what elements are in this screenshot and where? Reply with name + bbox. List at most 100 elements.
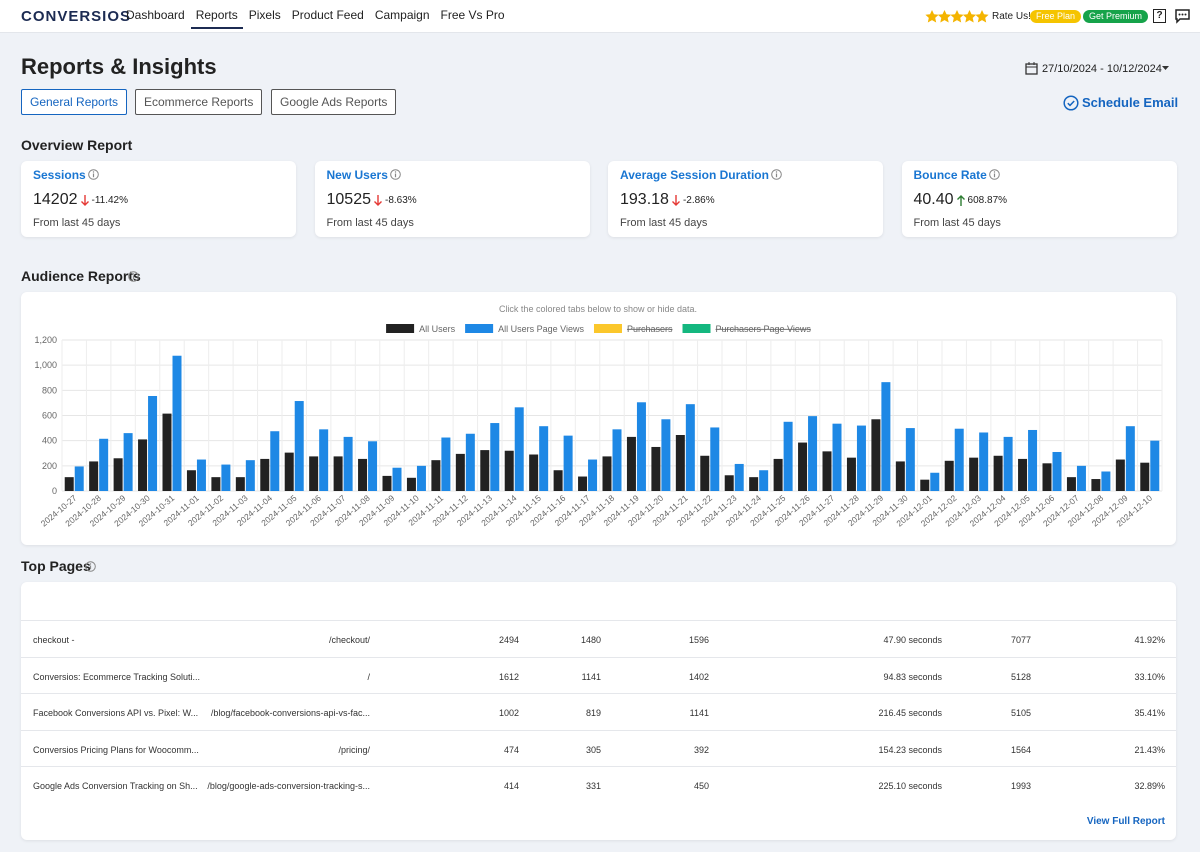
- nav-link[interactable]: Campaign: [374, 8, 430, 22]
- table-row: Conversios: Ecommerce Tracking Soluti...…: [21, 656, 1176, 694]
- bar: [993, 455, 1003, 491]
- calendar-icon: [1025, 62, 1038, 75]
- legend-label[interactable]: Purchasers: [627, 324, 673, 334]
- table-cell: 5105: [1010, 708, 1031, 718]
- bar: [759, 470, 769, 491]
- y-tick-label: 600: [42, 411, 57, 421]
- nav-link[interactable]: Reports: [190, 8, 243, 29]
- metric-value: 40.40: [913, 191, 954, 208]
- metric-note: From last 45 days: [326, 217, 414, 229]
- metric-row: 14202 -11.42%: [33, 191, 128, 209]
- table-cell: /blog/google-ads-conversion-tracking-s..…: [207, 781, 370, 791]
- bar: [186, 470, 196, 491]
- y-tick-label: 800: [42, 385, 57, 395]
- bar: [1140, 462, 1150, 491]
- bar: [1115, 459, 1125, 491]
- table-cell: Google Ads Conversion Tracking on Sh...: [33, 781, 198, 791]
- report-tab[interactable]: Google Ads Reports: [271, 89, 397, 115]
- arrow-shape: [671, 194, 680, 206]
- table-cell: 5128: [1010, 671, 1031, 682]
- bar: [578, 476, 588, 491]
- nav-link[interactable]: Dashboard: [126, 8, 185, 22]
- bar: [1101, 471, 1111, 491]
- bar: [113, 458, 123, 491]
- bar: [382, 475, 392, 491]
- view-full-report-link[interactable]: View Full Report: [1086, 816, 1165, 827]
- report-tab[interactable]: Ecommerce Reports: [135, 89, 263, 115]
- bar: [636, 402, 646, 491]
- bar: [905, 428, 915, 491]
- table-cell: 41.92%: [1134, 635, 1165, 645]
- legend-swatch: [593, 324, 622, 333]
- date-caret[interactable]: [1162, 66, 1169, 71]
- bar: [284, 452, 294, 491]
- table-cell: 225.10 seconds: [878, 781, 942, 791]
- info-circle: [771, 169, 782, 180]
- bar: [514, 407, 524, 491]
- legend-swatch: [682, 324, 711, 333]
- table-cell: 305: [585, 744, 601, 755]
- table-cell: 331: [585, 781, 601, 791]
- bar: [392, 467, 402, 491]
- bar: [832, 423, 842, 491]
- bar: [710, 427, 720, 491]
- info-icon: [771, 169, 782, 180]
- bar: [416, 465, 426, 491]
- bar: [856, 425, 866, 491]
- rate-us[interactable]: Rate Us!: [992, 11, 1031, 22]
- bar: [539, 426, 549, 491]
- y-tick-label: 0: [52, 486, 57, 496]
- bar: [881, 382, 891, 491]
- bar: [74, 466, 84, 491]
- bar: [245, 460, 255, 491]
- brand[interactable]: CONVERSIOS: [21, 8, 132, 25]
- table-cell: 32.89%: [1134, 781, 1165, 791]
- bar: [661, 419, 671, 491]
- rating-stars[interactable]: [925, 9, 989, 23]
- bar: [626, 436, 636, 491]
- bar: [1052, 451, 1062, 491]
- chat-icon[interactable]: [1174, 8, 1191, 24]
- bar: [724, 475, 734, 491]
- bar: [783, 421, 793, 491]
- metric-value: 10525: [326, 191, 372, 208]
- report-tab[interactable]: General Reports: [21, 89, 128, 115]
- info-dot: [92, 171, 95, 173]
- trend-arrow: [374, 194, 382, 206]
- schedule-email[interactable]: Schedule Email: [1082, 95, 1179, 110]
- table-cell: 414: [503, 781, 519, 791]
- info-dot: [132, 273, 135, 275]
- legend-label[interactable]: All Users: [419, 324, 456, 334]
- info-icon: [88, 169, 99, 180]
- table-cell: 216.45 seconds: [878, 708, 942, 718]
- table-row: Facebook Conversions API vs. Pixel: W...…: [21, 693, 1176, 730]
- nav-link[interactable]: Free Vs Pro: [440, 8, 505, 22]
- info-circle: [88, 169, 99, 180]
- bar: [675, 435, 685, 491]
- nav-link[interactable]: Pixels: [248, 8, 281, 22]
- bar: [749, 477, 759, 491]
- check-icon[interactable]: [1063, 95, 1079, 111]
- table-cell: 1002: [498, 708, 519, 718]
- bar: [1003, 436, 1013, 491]
- bar: [1091, 479, 1101, 491]
- metric-note: From last 45 days: [620, 217, 708, 229]
- info-dot: [775, 171, 778, 173]
- bar: [64, 477, 74, 491]
- nav-link[interactable]: Product Feed: [291, 8, 364, 22]
- bar: [969, 457, 979, 491]
- table-cell: 35.41%: [1134, 708, 1165, 718]
- bar: [846, 457, 856, 491]
- legend-swatch: [465, 324, 494, 333]
- bar: [700, 455, 710, 491]
- table-cell: 819: [585, 708, 601, 718]
- y-tick-label: 400: [42, 436, 57, 446]
- get-premium-button[interactable]: Get Premium: [1083, 10, 1149, 23]
- bar: [162, 413, 172, 491]
- legend-label[interactable]: Purchasers Page Views: [716, 324, 812, 334]
- date-range[interactable]: 27/10/2024 - 10/12/2024: [1042, 63, 1162, 75]
- free-plan-badge[interactable]: Free Plan: [1030, 10, 1082, 23]
- help-button[interactable]: ?: [1153, 9, 1166, 23]
- legend-label[interactable]: All Users Page Views: [498, 324, 584, 334]
